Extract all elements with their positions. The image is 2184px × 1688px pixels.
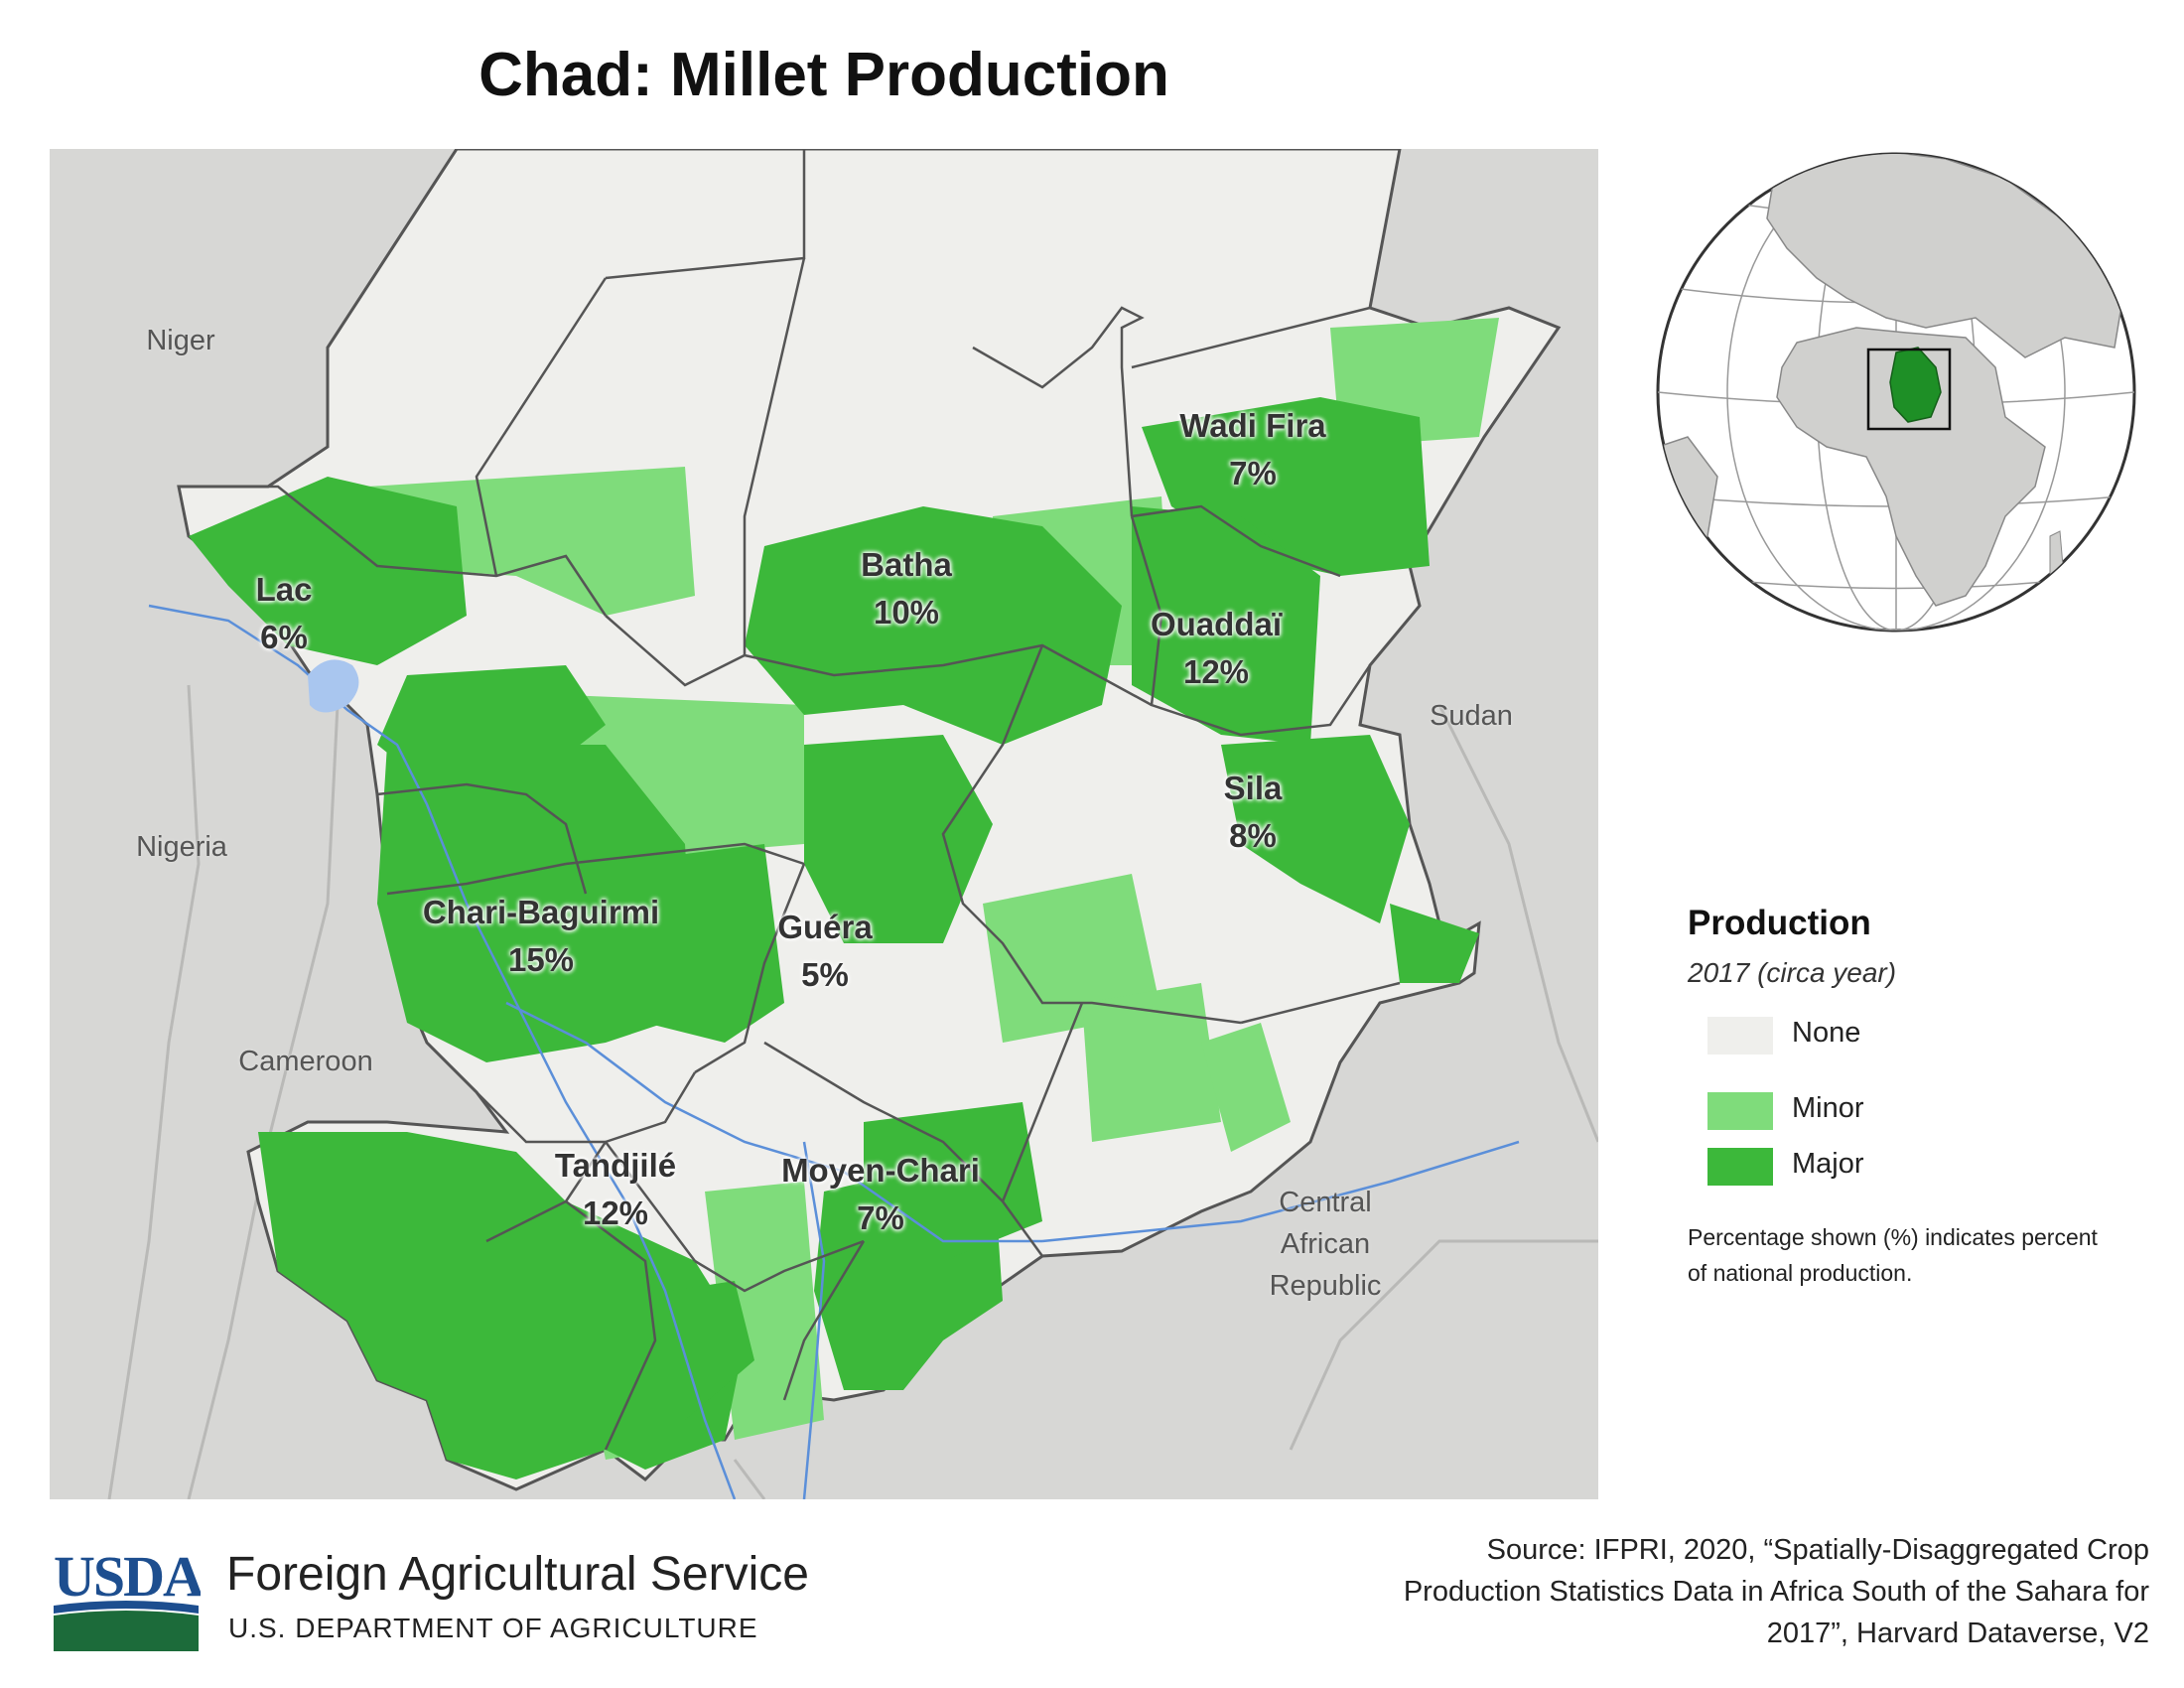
region-percent: 7% xyxy=(1229,455,1277,492)
lake-chad xyxy=(308,659,359,713)
region-label-tandjile: Tandjilé 12% xyxy=(555,1142,676,1237)
region-percent: 12% xyxy=(1182,653,1250,690)
legend-swatch-major xyxy=(1707,1148,1773,1186)
region-percent: 6% xyxy=(260,619,308,655)
usda-logo-text: USDA xyxy=(54,1544,201,1609)
agency-name: Foreign Agricultural Service xyxy=(226,1548,809,1601)
legend-subtitle: 2017 (circa year) xyxy=(1688,957,1897,988)
region-label-ouaddai: Ouaddaï 12% xyxy=(1151,601,1282,696)
region-percent: 15% xyxy=(507,941,575,978)
region-name: Sila xyxy=(1223,770,1283,806)
legend-label: Major xyxy=(1792,1148,1864,1180)
region-name: Wadi Fira xyxy=(1179,407,1326,444)
region-label-moyen-chari: Moyen-Chari 7% xyxy=(781,1147,980,1242)
legend-label: None xyxy=(1792,1017,1861,1049)
region-borders xyxy=(179,149,1401,1451)
legend-label: Minor xyxy=(1792,1092,1864,1124)
region-percent: 8% xyxy=(1229,817,1277,854)
source-citation: Source: IFPRI, 2020, “Spatially-Disaggre… xyxy=(1403,1534,2149,1649)
region-name: Batha xyxy=(861,546,952,583)
map-canvas xyxy=(107,149,1598,1499)
neighbor-borders xyxy=(107,684,1598,1499)
region-percent: 5% xyxy=(801,956,849,993)
legend-item-major: Major xyxy=(1688,1144,2144,1190)
country-label-central-african-republic: Central African Republic xyxy=(1269,1187,1382,1302)
region-name: Chari-Baguirmi xyxy=(422,894,660,930)
legend-item-none: None xyxy=(1688,1013,2144,1058)
region-percent: 12% xyxy=(582,1195,649,1231)
region-label-chari-baguirmi: Chari-Baguirmi 15% xyxy=(423,889,659,984)
region-name: Guéra xyxy=(777,909,873,945)
region-label-batha: Batha 10% xyxy=(861,541,952,636)
legend-note: Percentage shown (%) indicates percent o… xyxy=(1688,1224,2098,1286)
region-label-wadi-fira: Wadi Fira 7% xyxy=(1179,402,1325,497)
chad-map: Lac 6% Batha 10% Wadi Fira 7% Ouaddaï 12… xyxy=(50,149,1598,1499)
region-name: Lac xyxy=(255,571,313,608)
usda-logo-icon: USDA xyxy=(54,1544,206,1651)
usda-logo: USDA xyxy=(52,1544,206,1653)
region-name: Tandjilé xyxy=(554,1147,677,1184)
legend: Production 2017 (circa year) None Minor … xyxy=(1688,904,2144,1291)
region-label-lac: Lac 6% xyxy=(256,566,313,661)
globe-svg xyxy=(1656,152,2136,633)
country-label-nigeria: Nigeria xyxy=(136,831,227,863)
region-label-sila: Sila 8% xyxy=(1224,765,1283,860)
country-label-cameroon: Cameroon xyxy=(238,1046,373,1077)
rivers xyxy=(148,604,1520,1499)
map-title: Chad: Millet Production xyxy=(478,41,1169,109)
region-name: Ouaddaï xyxy=(1150,606,1283,642)
region-percent: 10% xyxy=(873,594,940,631)
legend-title: Production xyxy=(1688,904,1871,942)
country-label-sudan: Sudan xyxy=(1430,700,1513,732)
country-label-niger: Niger xyxy=(146,325,215,356)
region-label-guera: Guéra 5% xyxy=(777,904,872,999)
region-percent: 7% xyxy=(857,1199,904,1236)
department-name: U.S. DEPARTMENT OF AGRICULTURE xyxy=(228,1613,758,1643)
globe-locator-icon xyxy=(1648,119,2144,675)
legend-swatch-none xyxy=(1707,1017,1773,1055)
region-name: Moyen-Chari xyxy=(781,1152,980,1189)
legend-swatch-minor xyxy=(1707,1092,1773,1130)
legend-item-minor: Minor xyxy=(1688,1088,2144,1134)
